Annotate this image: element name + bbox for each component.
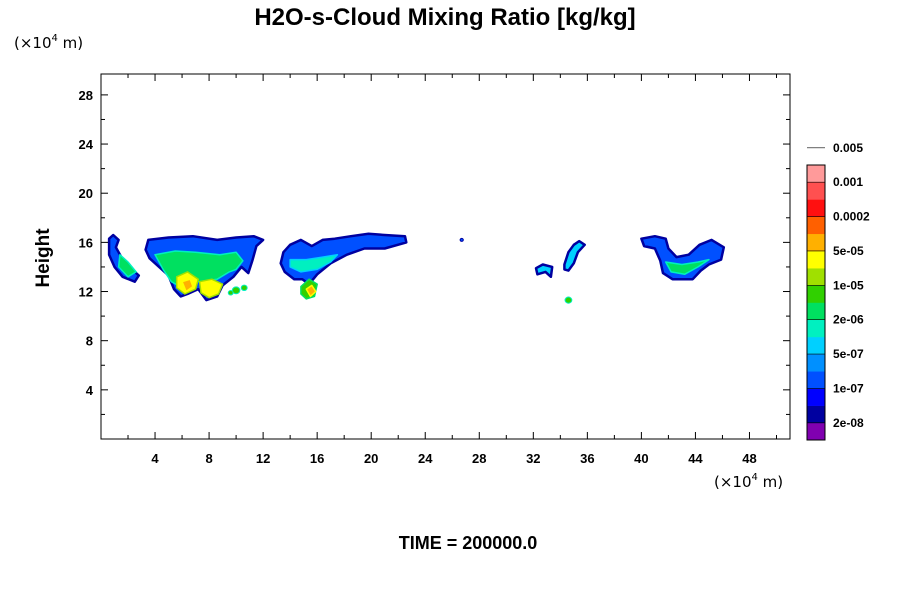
- y-tick-label: 12: [79, 285, 93, 300]
- time-caption: TIME = 200000.0: [399, 533, 538, 553]
- y-tick-label: 8: [86, 334, 93, 349]
- plot-frame: [100, 73, 791, 440]
- cloud-region: [534, 263, 554, 279]
- x-tick-label: 44: [688, 451, 703, 466]
- cloud-core: [117, 253, 137, 278]
- colorbar-swatch: [807, 250, 825, 269]
- cloud-region: [563, 239, 586, 272]
- cloud-core: [664, 258, 710, 276]
- cloud-region: [640, 234, 726, 281]
- cloud-blob: [564, 296, 573, 304]
- cloud-core: [181, 278, 194, 293]
- colorbar-label: 5e-05: [833, 244, 864, 258]
- x-tick-label: 32: [526, 451, 540, 466]
- cloud-blob: [459, 237, 464, 242]
- colorbar-swatch: [807, 216, 825, 235]
- colorbar-swatch: [807, 285, 825, 303]
- x-tick-label: 8: [205, 451, 212, 466]
- colorbar-label: 1e-05: [833, 278, 864, 292]
- y-tick-label: 20: [79, 186, 93, 201]
- colorbar-swatch: [807, 182, 825, 200]
- colorbar-label: 0.0002: [833, 210, 870, 224]
- cloud-blob: [240, 284, 248, 292]
- colorbar-swatch: [807, 371, 825, 389]
- time-value: 200000.0: [462, 533, 537, 553]
- colorbar-swatch: [807, 422, 825, 441]
- colorbar-label: 1e-07: [833, 381, 864, 395]
- y-tick-label: 24: [79, 137, 94, 152]
- colorbar-swatch: [807, 354, 825, 372]
- x-tick-label: 4: [151, 451, 159, 466]
- colorbar-swatch: [807, 302, 825, 320]
- x-unit-label: (×104 m): [714, 472, 783, 491]
- y-tick-label: 16: [79, 235, 93, 250]
- cloud-core: [289, 253, 339, 273]
- x-tick-label: 16: [310, 451, 324, 466]
- colorbar-swatch: [807, 405, 825, 424]
- colorbar-label: 0.005: [833, 141, 863, 155]
- colorbar-label: 2e-06: [833, 313, 864, 327]
- colorbar: 2e-08 1e-07 5e-07 2e-06 1e-05 5e-05 0.0002 0.00…: [806, 141, 870, 441]
- colorbar-swatch: [807, 319, 825, 338]
- chart-title: H2O-s-Cloud Mixing Ratio [kg/kg]: [254, 4, 635, 31]
- x-tick-label: 20: [364, 451, 378, 466]
- y-unit-label: (×104 m): [14, 33, 83, 52]
- colorbar-swatch: [807, 233, 825, 252]
- colorbar-swatch: [807, 268, 825, 286]
- x-tick-label: 28: [472, 451, 486, 466]
- colorbar-swatch: [807, 199, 825, 217]
- x-tick-label: 40: [634, 451, 648, 466]
- y-axis-label: Height: [33, 228, 54, 288]
- cloud-core: [305, 284, 317, 298]
- cloud-core: [198, 278, 224, 299]
- colorbar-frame: [806, 164, 826, 441]
- colorbar-swatch: [807, 336, 825, 355]
- colorbar-label: 5e-07: [833, 347, 864, 361]
- cloud-region: [279, 232, 408, 286]
- x-tick-label: 12: [256, 451, 270, 466]
- cloud-blob: [227, 290, 234, 296]
- cloud-blob: [231, 286, 241, 295]
- x-tick-label: 48: [742, 451, 756, 466]
- y-tick-label: 4: [86, 383, 94, 398]
- x-tick-label: 24: [418, 451, 433, 466]
- colorbar-label: 0.001: [833, 175, 863, 189]
- x-tick-label: 36: [580, 451, 594, 466]
- colorbar-label: 2e-08: [833, 416, 864, 430]
- y-tick-label: 28: [79, 88, 93, 103]
- colorbar-swatch: [807, 165, 825, 183]
- colorbar-swatch: [807, 388, 825, 406]
